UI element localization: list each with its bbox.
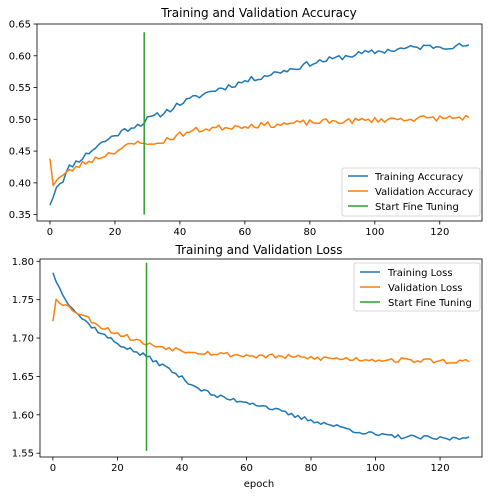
loss-plot-frame [39, 258, 483, 458]
accuracy-x-tick-label: 120 [430, 227, 449, 238]
loss-x-tick-label: 20 [111, 463, 124, 474]
loss-y-tick-label: 1.55 [12, 449, 34, 460]
accuracy-legend-label-validation: Validation Accuracy [375, 187, 473, 198]
loss-series-training-line [52, 272, 470, 441]
loss-y-tick-label: 1.65 [12, 372, 34, 383]
loss-x-tick-label: 100 [366, 463, 385, 474]
loss-y-tick-label: 1.80 [12, 257, 34, 268]
loss-x-tick-label: 40 [176, 463, 189, 474]
accuracy-x-tick-label: 100 [365, 227, 384, 238]
accuracy-x-tick-label: 0 [47, 227, 53, 238]
accuracy-series-training-line [49, 42, 470, 206]
accuracy-series-validation-line [49, 114, 470, 187]
loss-x-tick-label: 120 [431, 463, 450, 474]
accuracy-legend-box [341, 167, 481, 217]
accuracy-plot-frame [36, 23, 483, 222]
loss-legend: Training Loss Validation Loss Start Fine… [353, 262, 481, 312]
accuracy-y-tick-label: 0.55 [9, 83, 31, 94]
loss-chart-title: Training and Validation Loss [175, 243, 343, 257]
accuracy-legend-label-training: Training Accuracy [374, 172, 463, 183]
loss-y-tick-label: 1.70 [12, 334, 34, 345]
accuracy-x-axis: 0 20 40 60 80 100 120 [47, 221, 449, 238]
accuracy-y-tick-label: 0.40 [9, 178, 31, 189]
loss-y-axis: 1.55 1.60 1.65 1.70 1.75 1.80 [12, 257, 40, 460]
loss-legend-label-validation: Validation Loss [388, 283, 463, 294]
loss-y-tick-label: 1.75 [12, 295, 34, 306]
accuracy-y-tick-label: 0.45 [9, 147, 31, 158]
accuracy-y-tick-label: 0.60 [9, 51, 31, 62]
loss-series-validation-line [52, 298, 470, 364]
loss-x-axis-label: epoch [244, 479, 274, 490]
accuracy-x-tick-label: 20 [109, 227, 122, 238]
accuracy-x-tick-label: 80 [303, 227, 316, 238]
accuracy-y-tick-label: 0.50 [9, 115, 31, 126]
accuracy-legend: Training Accuracy Validation Accuracy St… [341, 167, 481, 217]
accuracy-series-layer [49, 32, 470, 215]
accuracy-subplot: Training and Validation Accuracy 0 20 40 60… [9, 6, 483, 238]
loss-legend-label-training: Training Loss [387, 268, 453, 279]
accuracy-y-axis: 0.35 0.40 0.45 0.50 0.55 0.60 0.65 [9, 20, 37, 221]
loss-legend-label-finetune: Start Fine Tuning [388, 298, 472, 309]
loss-x-axis: 0 20 40 60 80 100 120 [50, 457, 450, 474]
loss-y-tick-label: 1.60 [12, 410, 34, 421]
loss-subplot: Training and Validation Loss 0 20 40 60 80 10… [12, 243, 483, 490]
accuracy-x-tick-label: 40 [174, 227, 187, 238]
accuracy-y-tick-label: 0.65 [9, 20, 31, 31]
loss-x-tick-label: 60 [240, 463, 253, 474]
accuracy-x-tick-label: 60 [239, 227, 252, 238]
accuracy-y-tick-label: 0.35 [9, 210, 31, 221]
accuracy-legend-label-finetune: Start Fine Tuning [375, 202, 459, 213]
loss-legend-box [353, 262, 481, 312]
loss-series-layer [52, 262, 470, 451]
accuracy-chart-title: Training and Validation Accuracy [160, 6, 356, 20]
loss-x-tick-label: 80 [305, 463, 318, 474]
loss-x-tick-label: 0 [50, 463, 56, 474]
